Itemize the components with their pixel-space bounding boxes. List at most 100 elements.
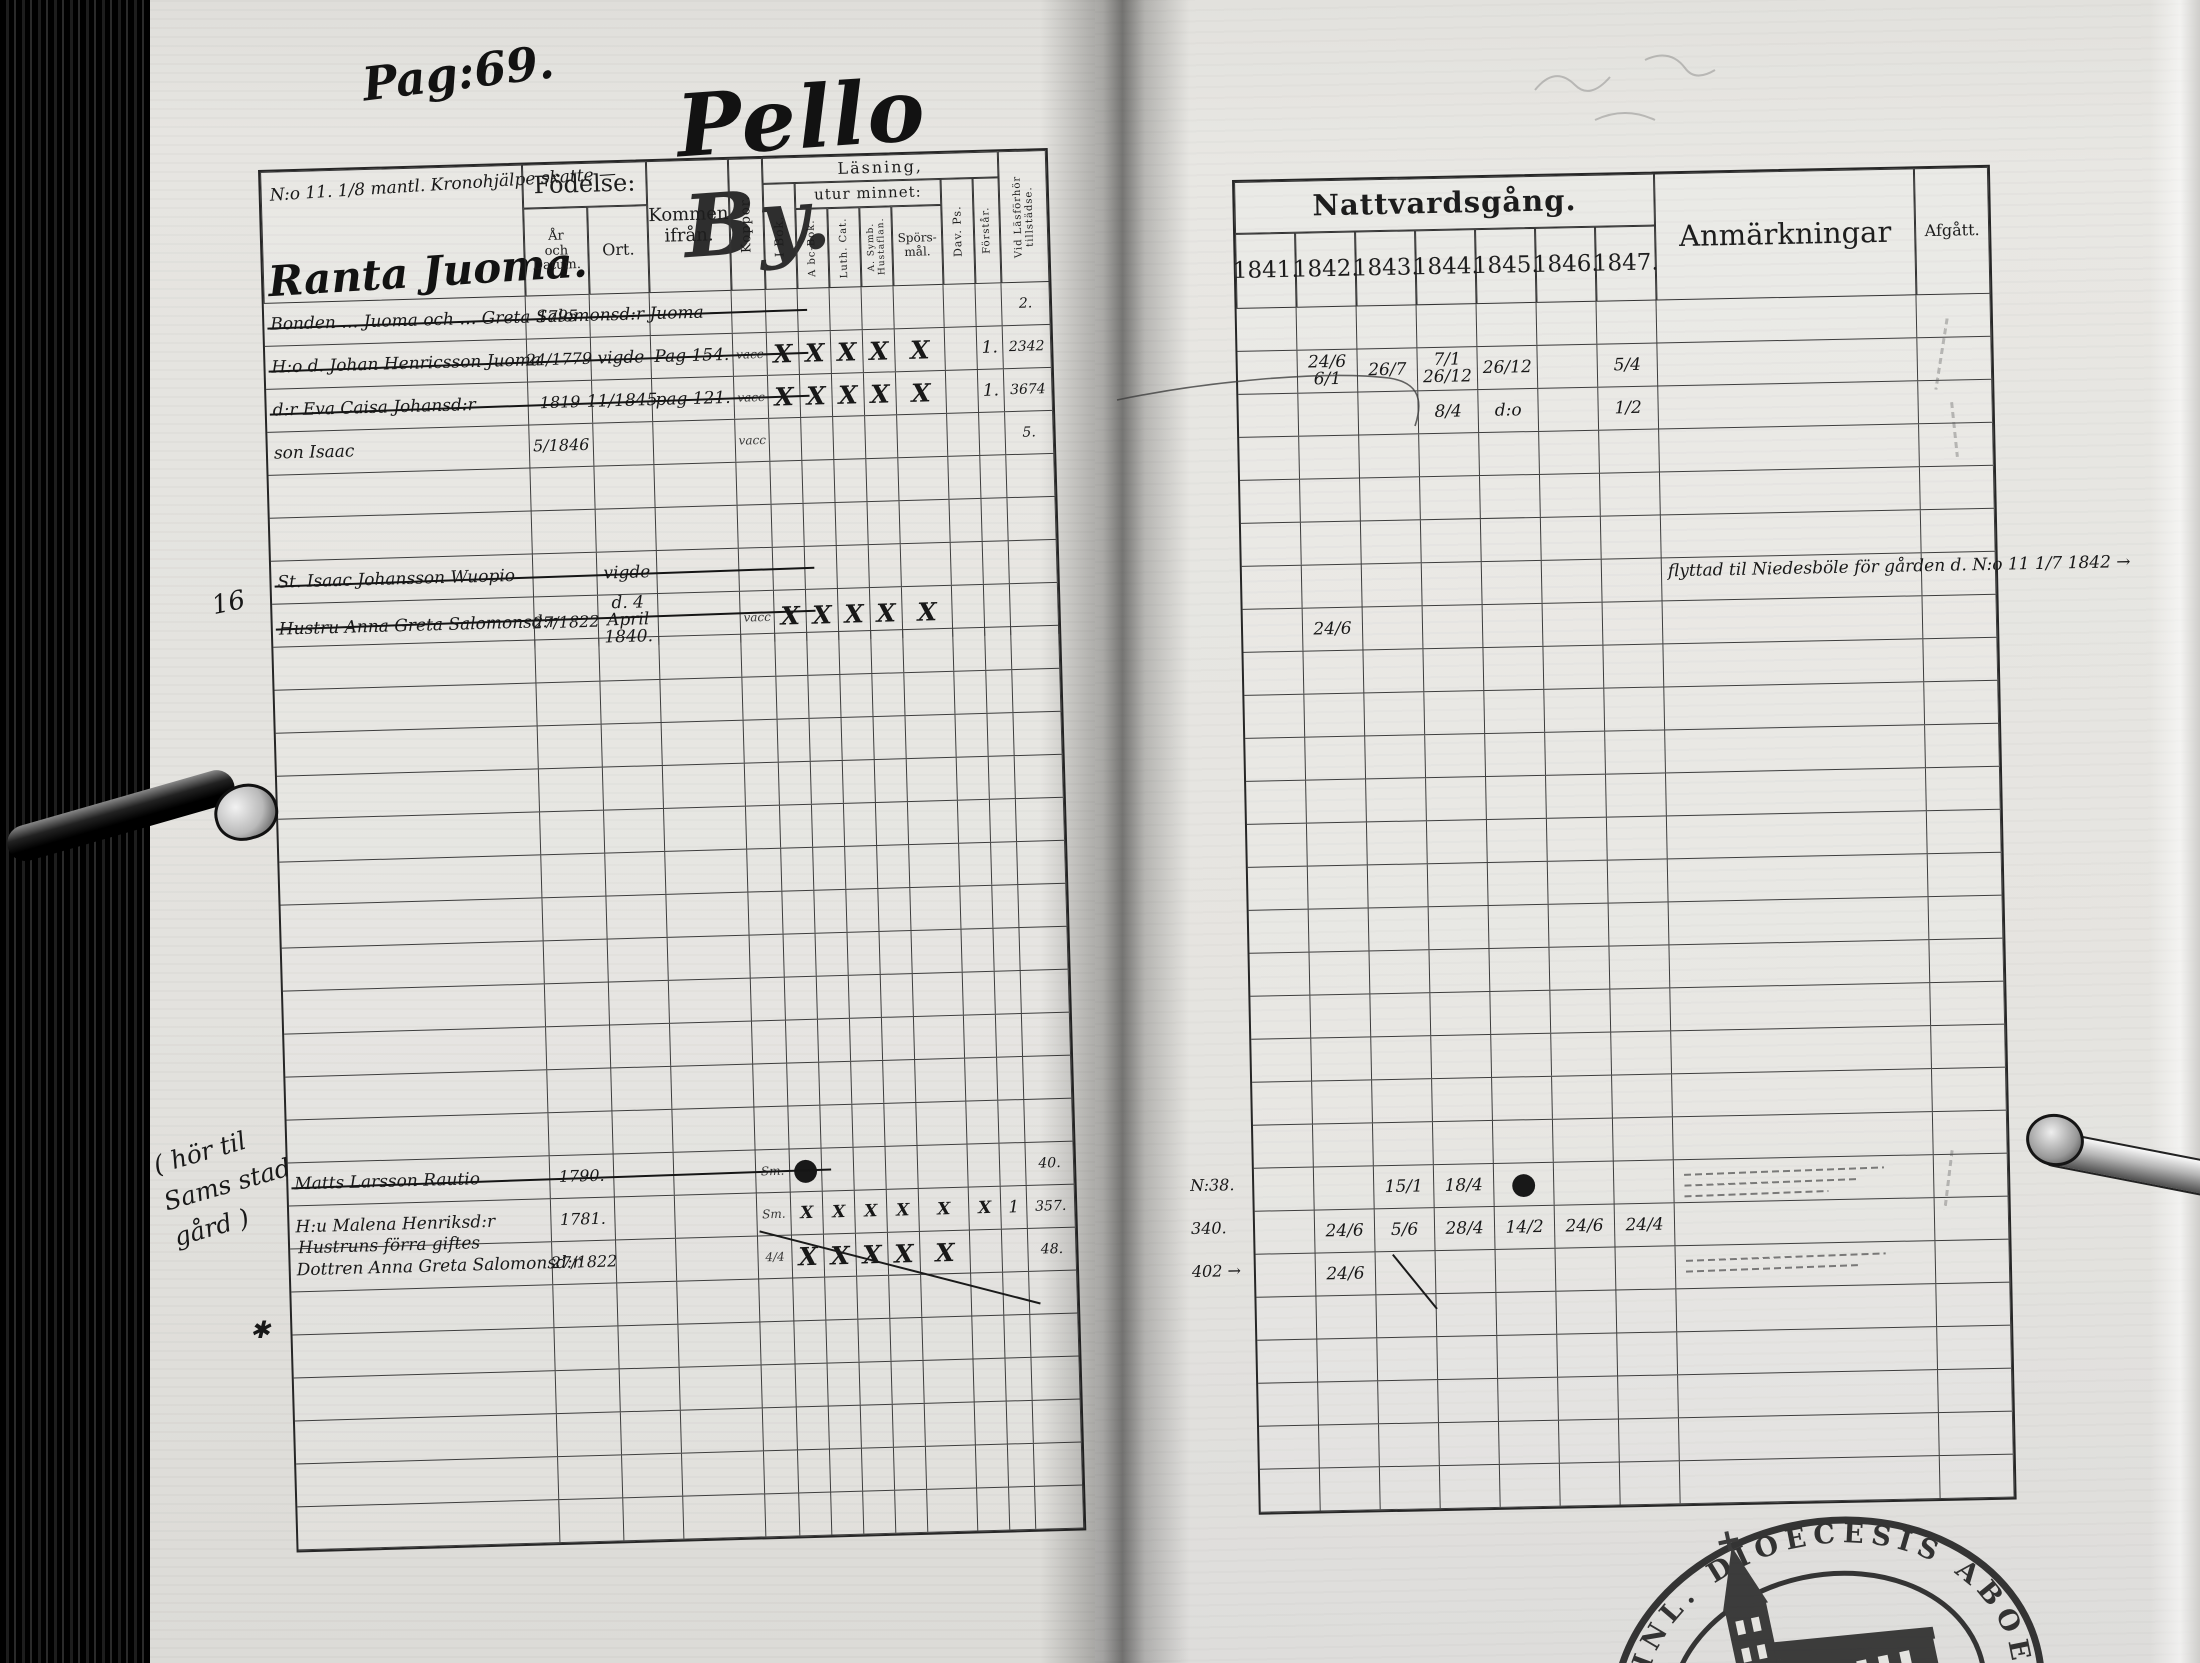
cell-remarks [1662, 596, 1924, 644]
cell-year-1846 [1540, 516, 1602, 560]
cell-year-1841 [1247, 866, 1309, 910]
cell-koppor [742, 676, 778, 720]
cell-cat [841, 717, 875, 760]
cell-spors [898, 456, 950, 501]
cell-dav [977, 1487, 1011, 1531]
cell-year-1842 [1296, 306, 1358, 350]
cell-cat [836, 545, 870, 588]
cell-bok [772, 546, 806, 590]
cell-remarks [1676, 1284, 1938, 1332]
paper-edge [2150, 0, 2200, 1663]
cell-year-1845: d:o [1478, 388, 1540, 433]
cell-from [666, 892, 750, 937]
cell-year-1841 [1252, 1081, 1313, 1125]
cell-from [655, 505, 739, 551]
stray-pen-stroke [1116, 374, 1420, 427]
cell-bok [782, 890, 816, 934]
cell-year-1844 [1427, 863, 1489, 907]
cell-year-1841 [1254, 1210, 1316, 1254]
illegible-scribble [1684, 1189, 1829, 1198]
cell-year-1844 [1426, 777, 1487, 821]
cell-abc [826, 1319, 860, 1363]
cell-koppor [759, 1278, 795, 1322]
cell-year-1842 [1300, 478, 1361, 522]
cell-cat [853, 1146, 887, 1190]
cell-koppor: 4/4 [757, 1235, 794, 1279]
cell-abc [802, 460, 836, 503]
page-number: Pag:69. [359, 34, 557, 112]
cell-year-1842 [1299, 435, 1360, 479]
cell-year-1842: 24/6 [1315, 1252, 1438, 1310]
cell-cat [859, 1361, 893, 1405]
cell-bok [794, 1320, 828, 1364]
cell-year-1847 [1600, 515, 1662, 559]
cell-name: son Isaac [267, 425, 531, 475]
cell-year-1845 [1499, 1463, 1561, 1507]
communion-table-header: Nattvardsgång. 1841. 1842. 1843. 1844. 1845.… [1233, 166, 1991, 309]
cell-cat [835, 502, 869, 545]
cell-year-1844 [1429, 948, 1491, 993]
cell-year-1844 [1416, 304, 1478, 348]
cell-spors [922, 1316, 974, 1360]
cell-spors [912, 972, 964, 1017]
cell-year-1842 [1310, 994, 1372, 1038]
cell-year-1843 [1369, 950, 1431, 994]
cell-from [671, 1064, 755, 1109]
cell-place: vigde [590, 336, 652, 380]
cell-abc [808, 674, 842, 718]
cell-symb [890, 1317, 924, 1361]
cell-year-1843 [1378, 1380, 1439, 1424]
cell-bok [779, 804, 814, 848]
cell-dav [956, 756, 990, 800]
cell-name [279, 855, 543, 905]
cell-year-1845 [1489, 947, 1551, 991]
cell-year-1843 [1372, 1079, 1433, 1123]
cell-year-1844 [1436, 1292, 1498, 1337]
cell-year-1841 [1240, 479, 1301, 523]
cell-koppor [750, 977, 786, 1021]
cell-dav [959, 842, 993, 886]
cell-place [622, 1453, 684, 1498]
cell-cat [845, 845, 879, 889]
cell-forstar [979, 412, 1007, 455]
header-ar-och-datum: År och Datum. [523, 206, 590, 297]
cell-cat [829, 287, 863, 331]
cell-birth: 5/1846 [529, 423, 595, 468]
cell-afgatt [1930, 981, 2006, 1026]
cell-name [296, 1457, 560, 1507]
cell-year-1843 [1362, 606, 1424, 650]
cell-symb [861, 286, 895, 330]
cell-forstar [999, 1142, 1027, 1186]
cell-dav [967, 1143, 1001, 1187]
cell-koppor [753, 1063, 789, 1107]
cell-birth [546, 1025, 612, 1070]
cell-birth [531, 509, 597, 554]
cell-dav [965, 1057, 999, 1101]
cell-year-1846: 24/6 [1554, 1204, 1616, 1248]
cell-bok [788, 1105, 822, 1149]
cell-place [602, 765, 664, 810]
cell-year-1847 [1611, 1031, 1673, 1075]
cell-year-1842 [1312, 1123, 1374, 1167]
cell-afgatt [1925, 766, 2001, 811]
cell-abc [810, 760, 844, 804]
cell-place: 11/1845 [586, 379, 658, 423]
cell-name [281, 941, 545, 991]
cell-abc [815, 932, 849, 976]
cell-afgatt [1935, 1239, 2011, 1284]
cell-year-1841 [1258, 1382, 1319, 1426]
cell-koppor: Sm. [756, 1192, 792, 1236]
illegible-scribble [1684, 1166, 1884, 1176]
cell-symb [895, 1489, 929, 1533]
cell-dav [962, 971, 996, 1015]
cell-year-1846 [1546, 817, 1608, 861]
cell-symb [874, 759, 908, 802]
cell-year-1842: 24/6 [1314, 1209, 1376, 1253]
cell-koppor: vacc [732, 332, 768, 376]
cell-remarks [1670, 983, 1932, 1031]
cell-abc [803, 503, 837, 546]
cell-cat [863, 1490, 897, 1534]
cell-year-1842: 24/6 [1302, 607, 1364, 651]
cell-afgatt [1926, 809, 2002, 854]
cell-name: H:o d. Johan Henricsson Juoma [264, 339, 541, 389]
